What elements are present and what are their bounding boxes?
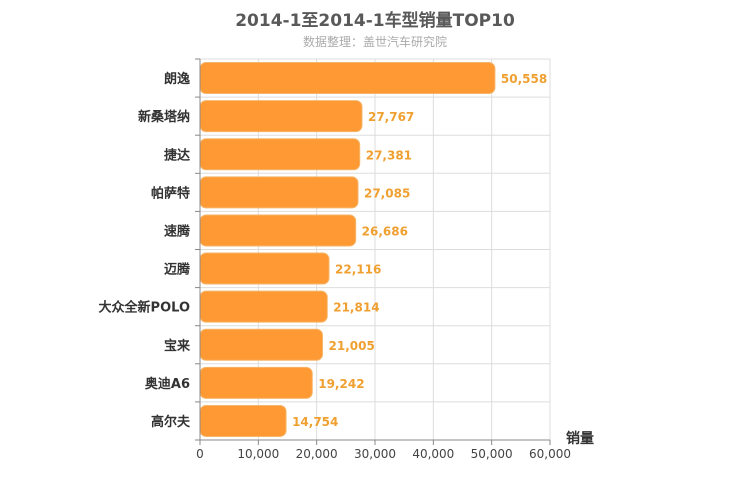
category-label: 新桑塔纳 [138, 109, 190, 125]
x-tick-label: 30,000 [354, 447, 396, 461]
data-label: 50,558 [501, 72, 547, 86]
data-label: 27,767 [368, 110, 414, 124]
x-tick-label: 10,000 [237, 447, 279, 461]
axes [195, 58, 551, 445]
data-label: 26,686 [362, 224, 408, 238]
bar [199, 328, 324, 361]
category-label: 速腾 [164, 223, 191, 239]
category-label: 捷达 [164, 147, 190, 163]
category-label: 帕萨特 [151, 185, 190, 201]
category-label: 宝来 [164, 338, 191, 354]
data-label: 27,381 [366, 148, 412, 162]
x-axis-title: 销量 [566, 430, 594, 447]
chart-subtitle: 数据整理：盖世汽车研究院 [302, 35, 447, 49]
category-label: 奥迪A6 [145, 376, 190, 392]
category-label: 迈腾 [164, 262, 191, 278]
data-label: 21,814 [333, 301, 379, 315]
data-label: 19,242 [318, 377, 364, 391]
category-label: 朗逸 [164, 71, 190, 87]
labels: 0 10,000 20,000 30,000 40,000 50,000 60,000 朗逸 5… [99, 71, 594, 461]
x-tick-label: 40,000 [412, 447, 454, 461]
data-label: 22,116 [335, 263, 381, 277]
bar [199, 252, 330, 285]
bar [199, 176, 359, 209]
x-tick-label: 20,000 [296, 447, 338, 461]
bar [199, 290, 328, 323]
x-tick-label: 60,000 [529, 447, 571, 461]
bar [199, 404, 287, 437]
x-tick-label: 0 [196, 447, 204, 461]
x-tick-label: 50,000 [471, 447, 513, 461]
data-label: 14,754 [292, 415, 338, 429]
category-label: 大众全新POLO [99, 300, 190, 316]
bars [199, 62, 496, 437]
chart-title: 2014-1至2014-1车型销量TOP10 [235, 11, 515, 31]
bar [199, 100, 363, 133]
bar [199, 62, 496, 95]
bar [199, 366, 313, 399]
data-label: 27,085 [364, 186, 410, 200]
bar [199, 138, 361, 171]
category-label: 高尔夫 [151, 414, 191, 430]
data-label: 21,005 [329, 339, 375, 353]
bar [199, 214, 357, 247]
